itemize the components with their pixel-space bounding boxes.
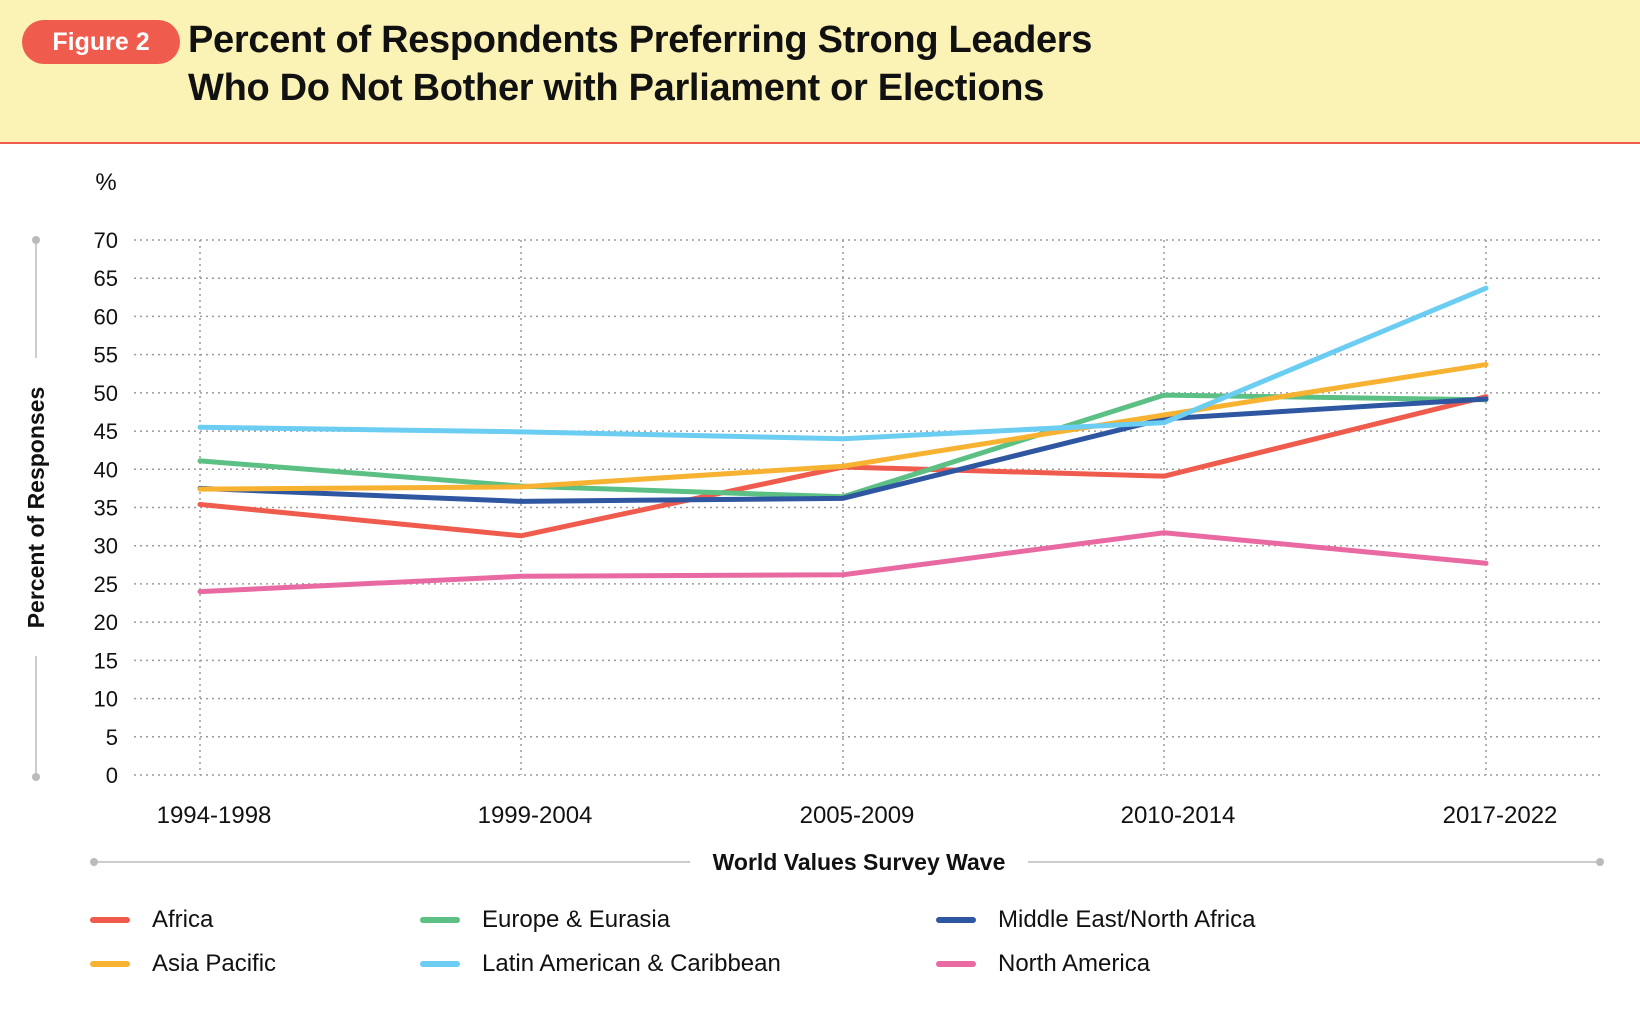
chart-title: Percent of Respondents Preferring Strong… (188, 16, 1488, 112)
legend-item: Europe & Eurasia (420, 900, 670, 940)
figure-header: Figure 2 Percent of Respondents Preferri… (0, 0, 1640, 144)
y-tick-label-45: 45 (94, 419, 118, 444)
legend-label: North America (998, 950, 1151, 977)
y-tick-label-55: 55 (94, 343, 118, 368)
y-tick-label-10: 10 (94, 687, 118, 712)
x-tick-label-0: 1994-1998 (157, 802, 272, 829)
x-tick-label-1: 1999-2004 (478, 802, 593, 829)
legend-swatch (420, 917, 460, 923)
series-line-3 (197, 362, 1489, 492)
series-line-2 (197, 396, 1489, 504)
x-tick-label-4: 2017-2022 (1443, 802, 1558, 829)
y-tick-label-60: 60 (94, 304, 118, 329)
x-tick-label-2: 2005-2009 (800, 802, 915, 829)
legend-item: North America (936, 944, 1150, 984)
legend-label: Africa (152, 906, 214, 933)
chart-title-line-1: Percent of Respondents Preferring Strong… (188, 19, 1093, 61)
legend-swatch (90, 961, 130, 967)
legend-item: Middle East/North Africa (936, 900, 1255, 940)
legend-label: Europe & Eurasia (482, 906, 671, 933)
y-tick-label-50: 50 (94, 381, 118, 406)
y-tick-label-5: 5 (106, 725, 118, 750)
x-axis-bracket-dot-right (1596, 858, 1604, 866)
legend-label: Latin American & Caribbean (482, 950, 781, 977)
chart-title-line-2: Who Do Not Bother with Parliament or Ele… (188, 67, 1045, 109)
legend-item: Asia Pacific (90, 944, 276, 984)
legend-item: Latin American & Caribbean (420, 944, 781, 984)
y-tick-label-15: 15 (94, 648, 118, 673)
legend-label: Asia Pacific (152, 950, 277, 977)
x-axis-bracket-dot-left (90, 858, 98, 866)
line-chart: 0 5 10 15 20 25 30 35 40 45 50 55 60 65 70 1994-1998 199… (23, 169, 1604, 875)
chart-legend: Africa Europe & Eurasia Middle East/North … (90, 900, 1590, 1000)
x-axis-title: World Values Survey Wave (713, 849, 1006, 875)
y-axis-bracket-dot-top (32, 236, 40, 244)
series-line-4 (197, 285, 1489, 442)
legend-item: Africa (90, 900, 213, 940)
y-tick-label-30: 30 (94, 534, 118, 559)
y-tick-label-25: 25 (94, 572, 118, 597)
x-tick-label-3: 2010-2014 (1121, 802, 1236, 829)
y-unit-label: % (95, 169, 116, 196)
legend-label: Middle East/North Africa (998, 906, 1256, 933)
y-tick-label-70: 70 (94, 228, 118, 253)
legend-swatch (90, 917, 130, 923)
series-line-5 (197, 530, 1489, 595)
legend-swatch (936, 961, 976, 967)
y-tick-label-40: 40 (94, 457, 118, 482)
figure-badge: Figure 2 (22, 20, 180, 64)
y-tick-label-0: 0 (106, 763, 118, 788)
y-tick-label-20: 20 (94, 610, 118, 635)
y-tick-label-35: 35 (94, 496, 118, 521)
y-axis-bracket-dot-bottom (32, 773, 40, 781)
legend-swatch (936, 917, 976, 923)
y-tick-label-65: 65 (94, 266, 118, 291)
legend-swatch (420, 961, 460, 967)
y-axis-title: Percent of Responses (23, 387, 49, 629)
